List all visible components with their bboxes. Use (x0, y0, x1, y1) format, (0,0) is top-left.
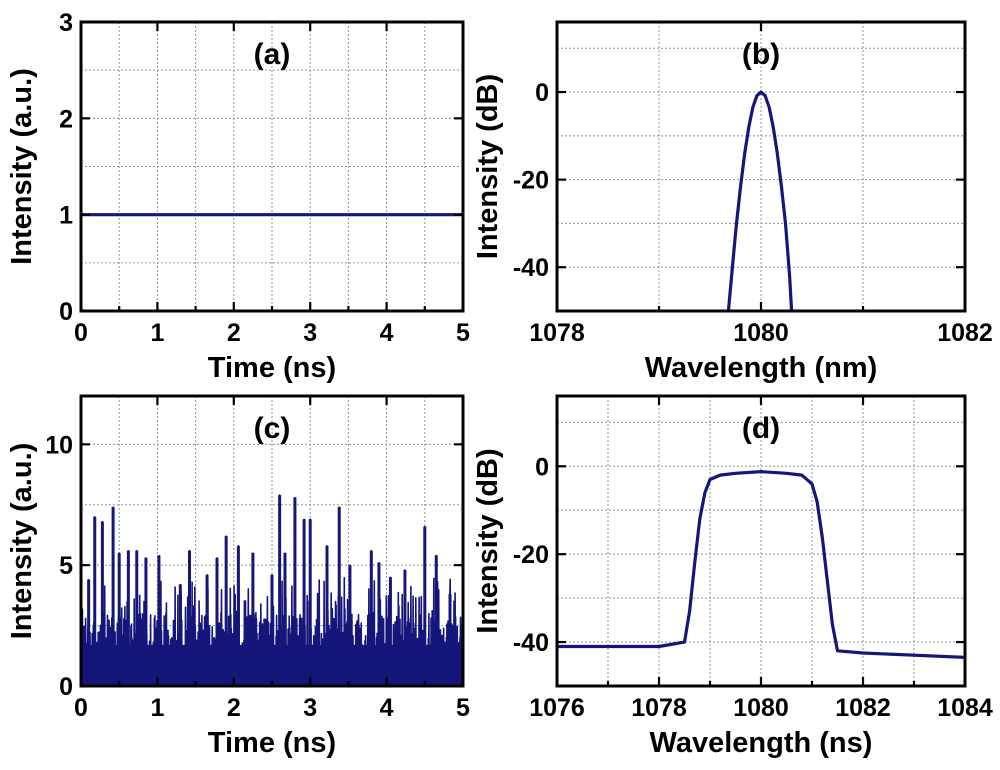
x-tick-label: 1 (150, 319, 164, 347)
y-tick-label: -40 (513, 254, 549, 282)
y-tick-label: -20 (513, 167, 549, 195)
x-axis-label: Wavelength (ns) (650, 727, 873, 759)
y-tick-label: 0 (535, 79, 549, 107)
x-axis-label: Time (ns) (208, 352, 336, 384)
x-tick-label: 1076 (529, 694, 585, 722)
panel-b: 1078 1080 1082 -40 -20 0 Wavelength (nm) Intens… (472, 20, 993, 384)
x-tick-label: 1078 (529, 319, 585, 347)
x-tick-label: 1078 (631, 694, 687, 722)
x-tick-label: 2 (227, 319, 241, 347)
series-line (557, 470, 966, 659)
x-axis-label: Time (ns) (208, 727, 336, 759)
y-tick-label: 0 (59, 673, 73, 701)
y-tick-label: -20 (513, 541, 549, 569)
x-axis-label: Wavelength (nm) (645, 352, 878, 384)
x-tick-label: 4 (380, 319, 394, 347)
series-line (726, 90, 794, 312)
x-tick-label: 3 (303, 319, 317, 347)
panel-title: (b) (742, 38, 780, 71)
y-tick-label: 2 (59, 105, 73, 133)
y-tick-label: 0 (59, 298, 73, 326)
y-axis-label: Intensity (dB) (472, 74, 504, 259)
x-tick-label: 1084 (937, 694, 993, 722)
x-tick-label: 1080 (733, 319, 789, 347)
x-tick-label: 2 (227, 694, 241, 722)
y-axis-label: Intensity (dB) (472, 448, 504, 633)
x-tick-label: 1082 (937, 319, 993, 347)
panel-a: 0 1 2 3 4 5 0 1 2 3 Time (ns) Intensity (a.u.) (a) (6, 9, 470, 384)
y-tick-label: 1 (59, 202, 73, 230)
x-tick-label: 1082 (835, 694, 891, 722)
y-tick-label: -40 (513, 629, 549, 657)
y-tick-label: 0 (535, 453, 549, 481)
x-tick-label: 1080 (733, 694, 789, 722)
y-axis-label: Intensity (a.u.) (6, 443, 38, 640)
x-tick-label: 5 (456, 694, 470, 722)
x-tick-label: 3 (303, 694, 317, 722)
panel-d: 1076 1078 1080 1082 1084 -40 -20 0 Wavelength (n… (472, 394, 993, 759)
y-axis-label: Intensity (a.u.) (6, 68, 38, 265)
panel-c: 0 1 2 3 4 5 0 5 10 Time (ns) Intensity (a.u.) (c) (6, 394, 470, 759)
y-tick-label: 3 (59, 9, 73, 37)
x-tick-label: 5 (456, 319, 470, 347)
y-tick-label: 5 (59, 552, 73, 580)
y-tick-label: 10 (45, 431, 73, 459)
x-tick-label: 1 (150, 694, 164, 722)
panel-title: (a) (254, 38, 291, 71)
x-tick-label: 0 (74, 694, 88, 722)
x-tick-label: 4 (380, 694, 394, 722)
panel-title: (c) (254, 412, 291, 445)
panel-title: (d) (742, 412, 780, 445)
x-tick-label: 0 (74, 319, 88, 347)
